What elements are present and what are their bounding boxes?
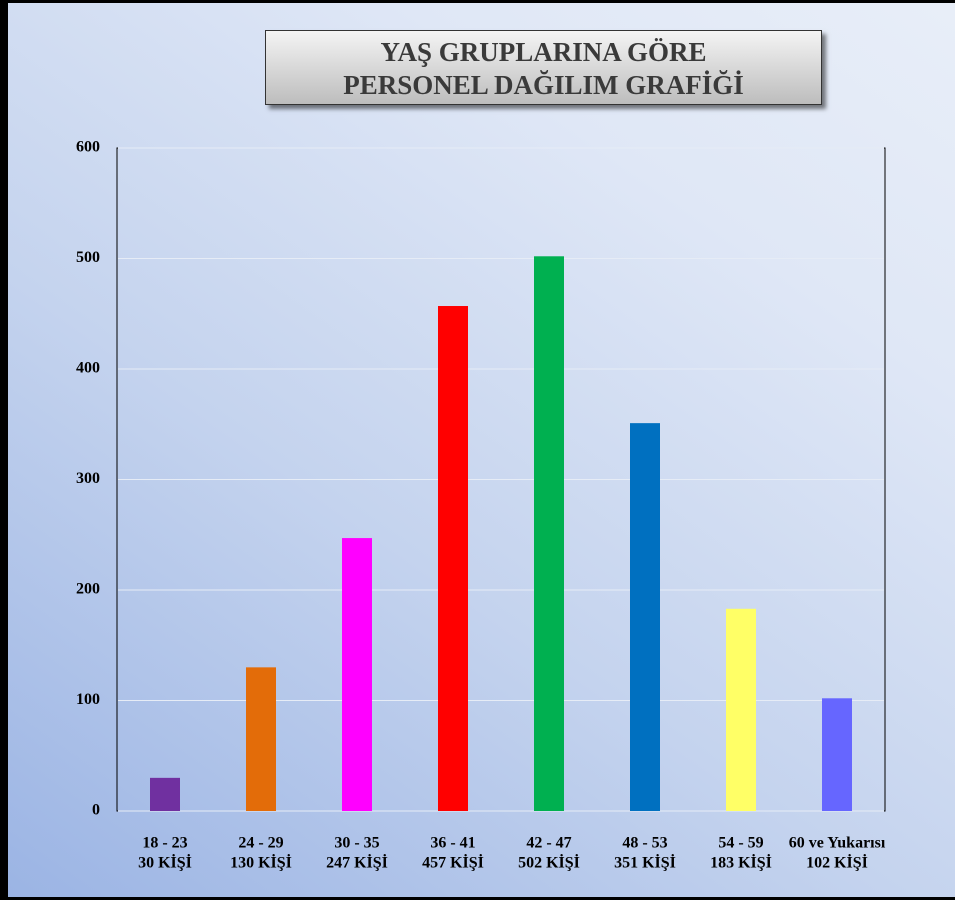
bar bbox=[342, 538, 372, 811]
bar bbox=[726, 608, 756, 811]
x-tick-label: 48 - 53 bbox=[622, 835, 667, 852]
value-label: 351 KİŞİ bbox=[614, 853, 676, 872]
bar bbox=[534, 256, 564, 811]
x-tick-label: 42 - 47 bbox=[526, 835, 571, 852]
x-tick-label: 60 ve Yukarısı bbox=[789, 835, 886, 852]
value-label: 102 KİŞİ bbox=[806, 853, 868, 872]
value-label: 183 KİŞİ bbox=[710, 853, 772, 872]
y-tick-label: 600 bbox=[76, 139, 100, 156]
bar bbox=[246, 667, 276, 811]
x-tick-label: 24 - 29 bbox=[238, 835, 283, 852]
value-label: 457 KİŞİ bbox=[422, 853, 484, 872]
bar bbox=[822, 698, 852, 811]
y-tick-label: 200 bbox=[76, 581, 100, 598]
bar bbox=[630, 423, 660, 811]
chart-title: YAŞ GRUPLARINA GÖRE PERSONEL DAĞILIM GRA… bbox=[265, 30, 822, 105]
value-label: 502 KİŞİ bbox=[518, 853, 580, 872]
x-tick-label: 18 - 23 bbox=[142, 835, 187, 852]
bar bbox=[438, 306, 468, 811]
value-label: 247 KİŞİ bbox=[326, 853, 388, 872]
y-tick-label: 500 bbox=[76, 249, 100, 266]
y-tick-label: 0 bbox=[92, 802, 100, 819]
y-tick-label: 300 bbox=[76, 470, 100, 487]
value-label: 30 KİŞİ bbox=[138, 853, 192, 872]
y-tick-label: 100 bbox=[76, 691, 100, 708]
y-tick-label: 400 bbox=[76, 360, 100, 377]
x-tick-label: 36 - 41 bbox=[430, 835, 475, 852]
value-label: 130 KİŞİ bbox=[230, 853, 292, 872]
x-tick-label: 30 - 35 bbox=[334, 835, 379, 852]
x-tick-label: 54 - 59 bbox=[718, 835, 763, 852]
bar bbox=[150, 777, 180, 811]
